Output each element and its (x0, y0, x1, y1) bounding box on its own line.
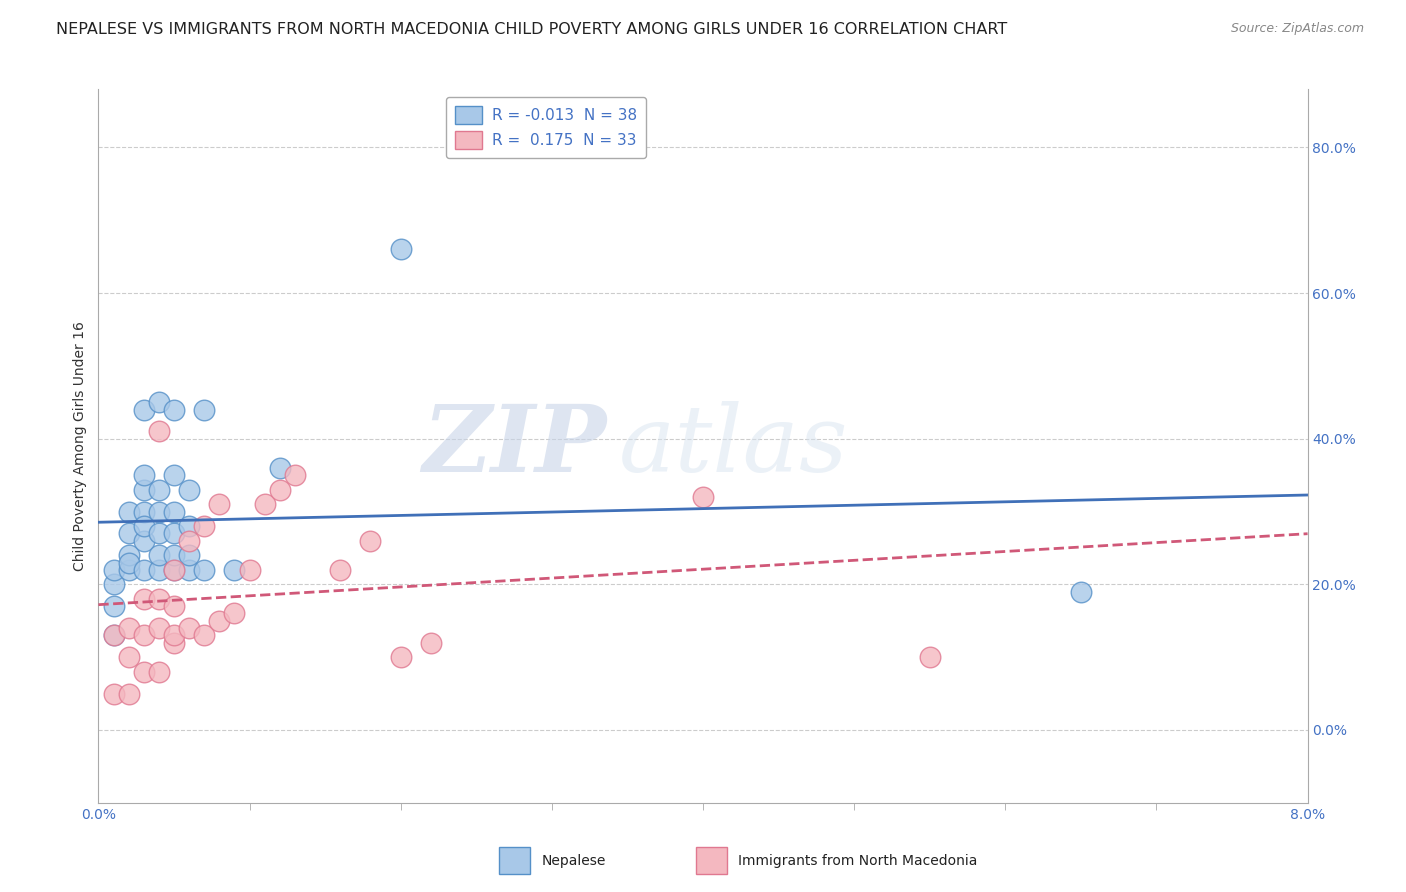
Point (163, 628, 186, 642)
Text: Immigrants from North Macedonia: Immigrants from North Macedonia (738, 854, 977, 868)
Point (148, 621, 170, 635)
Point (148, 483, 170, 497)
Text: NEPALESE VS IMMIGRANTS FROM NORTH MACEDONIA CHILD POVERTY AMONG GIRLS UNDER 16 C: NEPALESE VS IMMIGRANTS FROM NORTH MACEDO… (56, 22, 1008, 37)
Point (148, 425, 170, 439)
Point (163, 599, 186, 614)
Y-axis label: Child Poverty Among Girls Under 16: Child Poverty Among Girls Under 16 (73, 321, 87, 571)
Point (284, 468, 307, 483)
Point (224, 607, 246, 621)
Point (148, 526, 170, 541)
Point (148, 548, 170, 562)
Point (163, 504, 186, 518)
Point (118, 621, 141, 635)
Point (193, 563, 215, 577)
Point (118, 556, 141, 570)
Point (132, 468, 155, 483)
Point (103, 628, 125, 642)
Point (103, 577, 125, 591)
Point (179, 621, 201, 635)
Point (103, 563, 125, 577)
Point (179, 483, 201, 497)
Point (148, 563, 170, 577)
Point (269, 483, 291, 497)
Point (118, 504, 141, 518)
Text: Nepalese: Nepalese (541, 854, 606, 868)
Point (118, 526, 141, 541)
Point (118, 687, 141, 701)
Point (253, 497, 276, 511)
Point (132, 519, 155, 533)
Point (118, 650, 141, 665)
Point (163, 526, 186, 541)
Point (148, 591, 170, 606)
Legend: R = -0.013  N = 38, R =  0.175  N = 33: R = -0.013 N = 38, R = 0.175 N = 33 (446, 97, 645, 158)
Point (132, 504, 155, 518)
Point (163, 468, 186, 483)
Text: Source: ZipAtlas.com: Source: ZipAtlas.com (1230, 22, 1364, 36)
Point (1070, 584, 1092, 599)
Point (179, 563, 201, 577)
Point (132, 591, 155, 606)
Point (193, 519, 215, 533)
Point (103, 599, 125, 614)
Point (148, 665, 170, 679)
Point (193, 628, 215, 642)
Point (118, 563, 141, 577)
Point (103, 628, 125, 642)
Point (224, 563, 246, 577)
Point (239, 563, 262, 577)
Point (132, 483, 155, 497)
Point (179, 519, 201, 533)
Point (269, 460, 291, 475)
Point (208, 614, 231, 628)
Point (132, 665, 155, 679)
Point (179, 548, 201, 562)
Text: ZIP: ZIP (422, 401, 606, 491)
Point (132, 563, 155, 577)
Point (118, 548, 141, 562)
Point (193, 402, 215, 417)
Point (389, 650, 412, 665)
Point (163, 563, 186, 577)
Point (420, 635, 443, 649)
Point (148, 504, 170, 518)
Point (132, 402, 155, 417)
Point (163, 563, 186, 577)
Point (103, 687, 125, 701)
Point (132, 628, 155, 642)
Point (389, 243, 412, 257)
Point (692, 490, 714, 504)
Point (163, 548, 186, 562)
Point (360, 533, 382, 548)
Point (163, 635, 186, 649)
Point (132, 533, 155, 548)
Point (918, 650, 941, 665)
Point (179, 533, 201, 548)
Point (163, 402, 186, 417)
Text: atlas: atlas (619, 401, 848, 491)
Point (329, 563, 352, 577)
Point (148, 395, 170, 409)
Point (208, 497, 231, 511)
